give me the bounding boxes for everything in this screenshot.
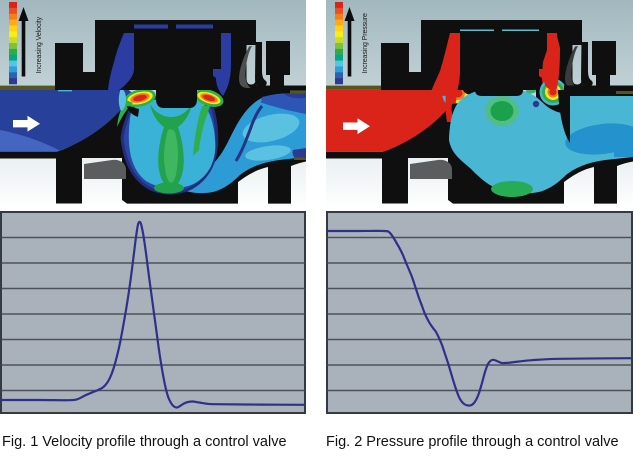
svg-text:Increasing Pressure: Increasing Pressure [362,13,369,74]
svg-text:Increasing Velocity: Increasing Velocity [36,16,43,73]
